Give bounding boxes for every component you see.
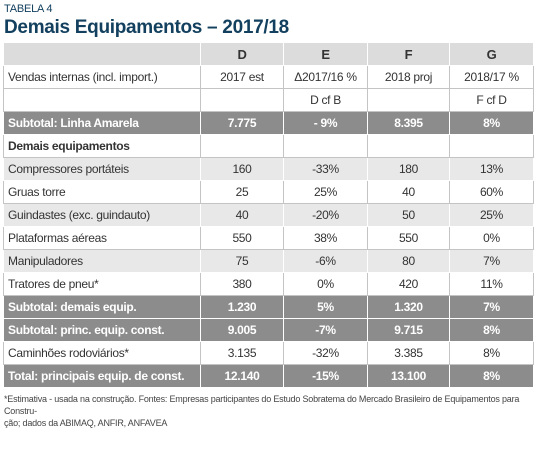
value-cell: 8% xyxy=(449,364,534,388)
value-cell: 380 xyxy=(200,272,284,296)
header-cell: D xyxy=(200,42,284,66)
table-row: Manipuladores 75 -6% 80 7% xyxy=(3,249,534,273)
value-cell: 8% xyxy=(449,341,534,365)
row-label: Tratores de pneu* xyxy=(3,272,201,296)
value-cell: 8% xyxy=(449,111,534,135)
value-cell: 180 xyxy=(367,157,450,181)
value-cell: 25% xyxy=(449,203,534,227)
value-cell: -20% xyxy=(283,203,368,227)
table-row: Subtotal: princ. equip. const. 9.005 -7% 9.… xyxy=(3,318,534,342)
value-cell: 9.005 xyxy=(200,318,284,342)
value-cell: 7.775 xyxy=(200,111,284,135)
value-cell: 13.100 xyxy=(367,364,450,388)
value-cell: 0% xyxy=(283,272,368,296)
value-cell: 40 xyxy=(200,203,284,227)
value-cell: -15% xyxy=(283,364,368,388)
row-label: Total: principais equip. de const. xyxy=(3,364,201,388)
value-cell: 80 xyxy=(367,249,450,273)
value-cell: 12.140 xyxy=(200,364,284,388)
value-cell: 0% xyxy=(449,226,534,250)
row-label: Caminhões rodoviários* xyxy=(3,341,201,365)
value-cell: 40 xyxy=(367,180,450,204)
value-cell xyxy=(367,134,450,158)
value-cell: 50 xyxy=(367,203,450,227)
row-label: Plataformas aéreas xyxy=(3,226,201,250)
value-cell: -7% xyxy=(283,318,368,342)
value-cell: 2018 proj xyxy=(367,65,450,89)
value-cell: F cf D xyxy=(449,88,534,112)
value-cell: 38% xyxy=(283,226,368,250)
footnote-line: *Estimativa - usada na construção. Fonte… xyxy=(4,394,520,416)
value-cell: 60% xyxy=(449,180,534,204)
value-cell xyxy=(283,134,368,158)
table-row: Vendas internas (incl. import.) 2017 est Δ… xyxy=(3,65,534,89)
header-cell xyxy=(3,42,201,66)
table-row: Tratores de pneu* 380 0% 420 11% xyxy=(3,272,534,296)
row-label: Subtotal: princ. equip. const. xyxy=(3,318,201,342)
value-cell: 1.230 xyxy=(200,295,284,319)
table-row: Caminhões rodoviários* 3.135 -32% 3.385 8% xyxy=(3,341,534,365)
value-cell: 420 xyxy=(367,272,450,296)
value-cell: D cf B xyxy=(283,88,368,112)
footnote: *Estimativa - usada na construção. Fonte… xyxy=(4,393,534,429)
row-label: Guindastes (exc. guindauto) xyxy=(3,203,201,227)
value-cell: 75 xyxy=(200,249,284,273)
row-label: Vendas internas (incl. import.) xyxy=(3,65,201,89)
value-cell: 11% xyxy=(449,272,534,296)
value-cell: 160 xyxy=(200,157,284,181)
value-cell xyxy=(367,88,450,112)
row-label: Subtotal: demais equip. xyxy=(3,295,201,319)
value-cell: 5% xyxy=(283,295,368,319)
table-row: Total: principais equip. de const. 12.140… xyxy=(3,364,534,388)
value-cell: 8% xyxy=(449,318,534,342)
value-cell: 7% xyxy=(449,249,534,273)
header-cell: E xyxy=(283,42,368,66)
row-label: Demais equipamentos xyxy=(3,134,201,158)
table-row: Guindastes (exc. guindauto) 40 -20% 50 25% xyxy=(3,203,534,227)
value-cell: - 9% xyxy=(283,111,368,135)
table-title: Demais Equipamentos – 2017/18 xyxy=(4,17,289,38)
table-row: Subtotal: Linha Amarela 7.775- 9% 8.395 8% xyxy=(3,111,534,135)
row-label: Gruas torre xyxy=(3,180,201,204)
row-label: Compressores portáteis xyxy=(3,157,201,181)
table-label: TABELA 4 xyxy=(4,3,53,15)
table-row: D cf B F cf D xyxy=(3,88,534,112)
value-cell: 2017 est xyxy=(200,65,284,89)
value-cell: -6% xyxy=(283,249,368,273)
value-cell: 9.715 xyxy=(367,318,450,342)
header-cell: G xyxy=(449,42,534,66)
value-cell xyxy=(449,134,534,158)
header-cell: F xyxy=(367,42,450,66)
value-cell: 550 xyxy=(200,226,284,250)
value-cell: 7% xyxy=(449,295,534,319)
value-cell xyxy=(200,88,284,112)
value-cell: 25 xyxy=(200,180,284,204)
value-cell: Δ2017/16 % xyxy=(283,65,368,89)
value-cell: -32% xyxy=(283,341,368,365)
table-row: Demais equipamentos xyxy=(3,134,534,158)
value-cell: 550 xyxy=(367,226,450,250)
value-cell: 3.135 xyxy=(200,341,284,365)
value-cell: 8.395 xyxy=(367,111,450,135)
value-cell: 1.320 xyxy=(367,295,450,319)
value-cell: 2018/17 % xyxy=(449,65,534,89)
table-row: Gruas torre 25 25% 40 60% xyxy=(3,180,534,204)
value-cell: 13% xyxy=(449,157,534,181)
row-label xyxy=(3,88,201,112)
row-label: Manipuladores xyxy=(3,249,201,273)
data-table: D E F G Vendas internas (incl. import.) 2017 … xyxy=(3,42,534,388)
value-cell: 25% xyxy=(283,180,368,204)
table-row: Compressores portáteis 160 -33% 180 13% xyxy=(3,157,534,181)
row-label: Subtotal: Linha Amarela xyxy=(3,111,201,135)
value-cell: 3.385 xyxy=(367,341,450,365)
value-cell xyxy=(200,134,284,158)
value-cell: -33% xyxy=(283,157,368,181)
table-row: Subtotal: demais equip. 1.230 5% 1.320 7% xyxy=(3,295,534,319)
footnote-line: ção; dados da ABIMAQ, ANFIR, ANFAVEA xyxy=(4,418,168,428)
table-row: Plataformas aéreas 550 38% 550 0% xyxy=(3,226,534,250)
